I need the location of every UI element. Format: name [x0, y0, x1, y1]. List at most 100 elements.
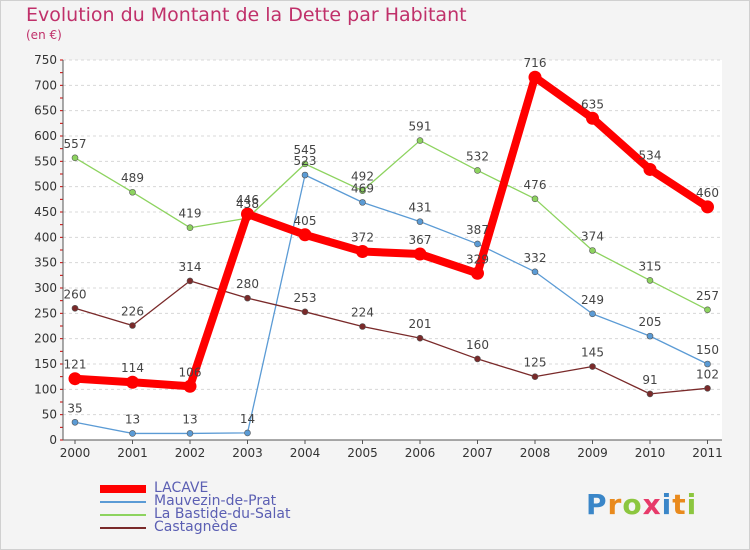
data-label: 13: [182, 412, 197, 426]
data-point: [416, 218, 424, 225]
y-tick-label: 100: [34, 382, 57, 396]
data-point: [704, 360, 711, 368]
data-point: [186, 430, 194, 437]
data-point: [129, 188, 136, 196]
data-label: 125: [524, 356, 547, 370]
data-point: [416, 137, 424, 144]
data-point: [301, 171, 309, 179]
data-label: 102: [696, 367, 719, 381]
data-point: [413, 247, 427, 261]
series-line-LACAVE: [71, 73, 712, 391]
data-point: [183, 379, 197, 393]
x-tick-label: 2004: [290, 446, 321, 460]
data-point: [186, 224, 194, 232]
y-tick-label: 200: [34, 332, 57, 346]
data-point: [129, 430, 136, 437]
data-point: [301, 160, 309, 168]
data-label: 35: [67, 401, 82, 415]
data-label: 476: [524, 178, 547, 192]
x-tick-label: 2010: [635, 446, 666, 460]
data-point: [643, 162, 657, 176]
data-label: 532: [466, 149, 489, 163]
data-label: 121: [64, 358, 87, 372]
data-point: [589, 363, 596, 370]
series-line-La Bastide-du-Salat: [74, 139, 709, 311]
data-point: [531, 195, 539, 203]
data-point: [586, 111, 599, 125]
data-label: 253: [294, 291, 317, 305]
data-label: 280: [236, 277, 259, 291]
x-tick-label: 2006: [405, 446, 436, 460]
logo-letter: o: [622, 488, 643, 521]
y-tick-label: 350: [34, 256, 57, 270]
data-point: [704, 385, 711, 392]
logo-letter: r: [607, 488, 623, 521]
data-label: 329: [466, 252, 489, 266]
data-point: [68, 372, 82, 386]
x-tick-label: 2007: [462, 446, 493, 460]
legend-label: Castagnède: [154, 519, 238, 535]
data-point: [71, 154, 79, 162]
proxiti-logo: Proxiti: [586, 488, 697, 521]
data-point: [474, 240, 481, 248]
data-label: 431: [409, 201, 432, 215]
x-tick-label: 2011: [692, 446, 723, 460]
data-point: [646, 277, 654, 284]
data-label: 14: [240, 412, 255, 426]
data-label: 205: [639, 315, 662, 329]
legend-item: LACAVE: [100, 480, 290, 496]
data-label: 114: [121, 361, 144, 375]
y-tick-label: 550: [34, 154, 57, 168]
data-label: 460: [696, 186, 719, 200]
y-tick-label: 150: [34, 357, 57, 371]
y-tick-label: 450: [34, 205, 57, 219]
data-point: [531, 373, 539, 380]
data-label: 469: [351, 181, 374, 195]
y-tick-label: 500: [34, 180, 57, 194]
data-point: [186, 277, 194, 285]
data-point: [471, 266, 484, 280]
legend-label: Mauvezin-de-Prat: [154, 493, 277, 509]
data-label: 224: [351, 306, 374, 320]
y-tick-label: 400: [34, 230, 57, 244]
data-point: [71, 418, 79, 426]
chart-subtitle: (en €): [26, 28, 62, 42]
data-point: [71, 304, 79, 312]
data-label: 145: [581, 346, 604, 360]
legend-label: LACAVE: [154, 480, 209, 496]
data-point: [474, 167, 481, 174]
data-label: 249: [581, 293, 604, 307]
data-label: 374: [581, 230, 604, 244]
y-tick-label: 0: [49, 433, 57, 447]
x-tick-label: 2000: [60, 446, 91, 460]
data-point: [701, 200, 714, 214]
logo-letter: i: [661, 488, 673, 521]
data-label: 557: [64, 137, 87, 151]
legend-item: Castagnède: [100, 519, 290, 535]
data-label: 372: [351, 231, 374, 245]
data-point: [126, 375, 139, 389]
data-label: 260: [64, 287, 87, 301]
x-tick-label: 2009: [577, 446, 608, 460]
data-point: [301, 308, 309, 316]
logo-letter: x: [642, 488, 662, 521]
data-point: [241, 207, 254, 221]
data-label: 367: [409, 233, 432, 247]
data-point: [359, 323, 366, 330]
data-point: [646, 332, 654, 340]
x-tick-label: 2005: [347, 446, 378, 460]
data-label: 716: [524, 56, 547, 70]
x-tick-label: 2001: [117, 446, 148, 460]
data-point: [359, 199, 366, 206]
data-label: 405: [294, 214, 317, 228]
legend-swatch: [100, 526, 146, 529]
data-label: 13: [125, 412, 140, 426]
data-label: 91: [642, 373, 657, 387]
data-label: 160: [466, 338, 489, 352]
data-label: 446: [236, 193, 259, 207]
legend-item: Mauvezin-de-Prat: [100, 493, 290, 509]
y-tick-label: 600: [34, 129, 57, 143]
chart-legend: LACAVE Mauvezin-de-Prat La Bastide-du-Sala…: [100, 480, 290, 535]
data-label: 635: [581, 97, 604, 111]
